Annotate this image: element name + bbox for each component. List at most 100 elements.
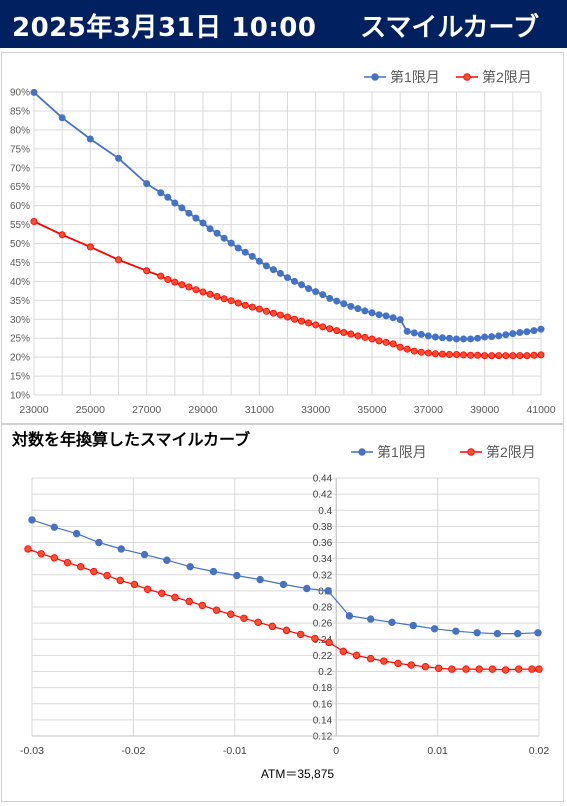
data-point [158, 589, 166, 597]
data-point [495, 352, 503, 360]
data-point [268, 622, 277, 631]
data-point [368, 309, 376, 317]
x-tick-label: 33000 [301, 404, 330, 416]
data-point [452, 350, 460, 358]
data-point [424, 332, 432, 340]
y-tick-label: 0.16 [313, 699, 333, 710]
data-point [269, 309, 277, 317]
data-point [95, 538, 103, 547]
data-point [305, 285, 313, 293]
data-point [502, 352, 510, 360]
data-point [515, 665, 523, 673]
header-banner: 2025年3月31日 10:00 スマイルカーブ [0, 0, 567, 48]
data-point [276, 269, 284, 277]
data-point [448, 665, 456, 673]
data-point [460, 351, 468, 359]
legend-label-2: 第2限月 [482, 69, 532, 85]
x-tick-label: 0.02 [529, 745, 550, 757]
x-tick-label: -0.03 [20, 745, 44, 757]
smile-curve-chart: 10% 15% 20% 25% 30% 35% 40% 45% 50% 55% 60% 65% 70% 7… [10, 69, 556, 416]
log-annualized-chart-panel: 対数を年換算したスマイルカーブ -0.03 -0.02 -0.01 0 0.01 0.02 0… [1, 424, 564, 802]
data-point [382, 338, 390, 346]
data-point [276, 311, 284, 319]
data-point [509, 330, 517, 338]
data-point [143, 267, 151, 275]
data-point [279, 580, 288, 589]
data-point [192, 286, 200, 294]
data-point [311, 634, 319, 643]
data-point [345, 612, 354, 620]
data-point [462, 665, 470, 673]
data-point [185, 283, 193, 291]
data-point [213, 229, 221, 237]
data-point [501, 666, 510, 674]
data-point [431, 333, 439, 341]
data-point [30, 88, 38, 96]
data-point [298, 317, 306, 325]
y-tick-label: 0.22 [313, 651, 333, 662]
data-point [291, 277, 299, 285]
legend-marker-1 [371, 73, 379, 81]
data-point [262, 262, 270, 270]
legend-label-2: 第2限月 [486, 444, 536, 460]
data-point [523, 328, 531, 336]
y-tick-label: 0.44 [313, 474, 333, 485]
data-point [460, 335, 468, 343]
data-point [366, 654, 375, 663]
data-point [212, 606, 221, 614]
x-tick-label: 29000 [188, 404, 217, 416]
data-point [143, 180, 151, 188]
data-point [178, 204, 186, 212]
data-point [388, 618, 396, 627]
x-tick-label: 23000 [19, 404, 48, 416]
data-point [434, 664, 443, 672]
data-point [352, 651, 361, 660]
y-tick-label: 40% [10, 277, 30, 288]
data-point [103, 571, 111, 580]
data-point [63, 558, 72, 567]
y-tick-label: 0.38 [313, 522, 333, 533]
header-title: スマイルカーブ [360, 13, 539, 43]
x-tick-label: 25000 [76, 404, 105, 416]
data-point [493, 629, 502, 638]
data-point [452, 335, 460, 343]
y-tick-label: 55% [10, 220, 30, 231]
data-point [198, 601, 207, 610]
y-tick-label: 60% [10, 201, 30, 212]
data-point [394, 659, 402, 668]
x-tick-label: 41000 [526, 404, 555, 416]
data-point [291, 315, 299, 323]
data-point [185, 597, 193, 606]
data-point [227, 610, 235, 618]
data-point [58, 114, 66, 122]
x-tick-label: 37000 [414, 404, 443, 416]
data-point [375, 337, 383, 345]
header-date: 2025年3月31日 10:00 [12, 13, 317, 43]
data-point [481, 352, 489, 360]
y-tick-label: 85% [10, 106, 30, 117]
data-point [241, 301, 249, 309]
y-tick-label: 50% [10, 239, 30, 250]
data-point [220, 295, 228, 303]
data-point [514, 629, 522, 638]
x-tick-label: 0.01 [427, 745, 448, 757]
data-point [389, 314, 397, 322]
data-point [76, 562, 85, 571]
data-point [171, 593, 179, 602]
data-point [347, 330, 355, 338]
data-point [234, 244, 242, 252]
data-point [421, 662, 430, 671]
data-point [474, 334, 482, 342]
legend-label-1: 第1限月 [390, 69, 440, 85]
data-point [528, 665, 536, 673]
y-tick-label: 25% [10, 334, 30, 345]
data-point [50, 523, 59, 531]
data-point [407, 661, 415, 669]
y-tick-label: 15% [10, 372, 30, 383]
data-point [410, 347, 418, 355]
y-tick-label: 0.12 [313, 732, 333, 743]
data-point [262, 307, 270, 315]
data-point [171, 278, 179, 286]
y-tick-label: 0.2 [318, 667, 332, 678]
data-point [502, 331, 510, 339]
